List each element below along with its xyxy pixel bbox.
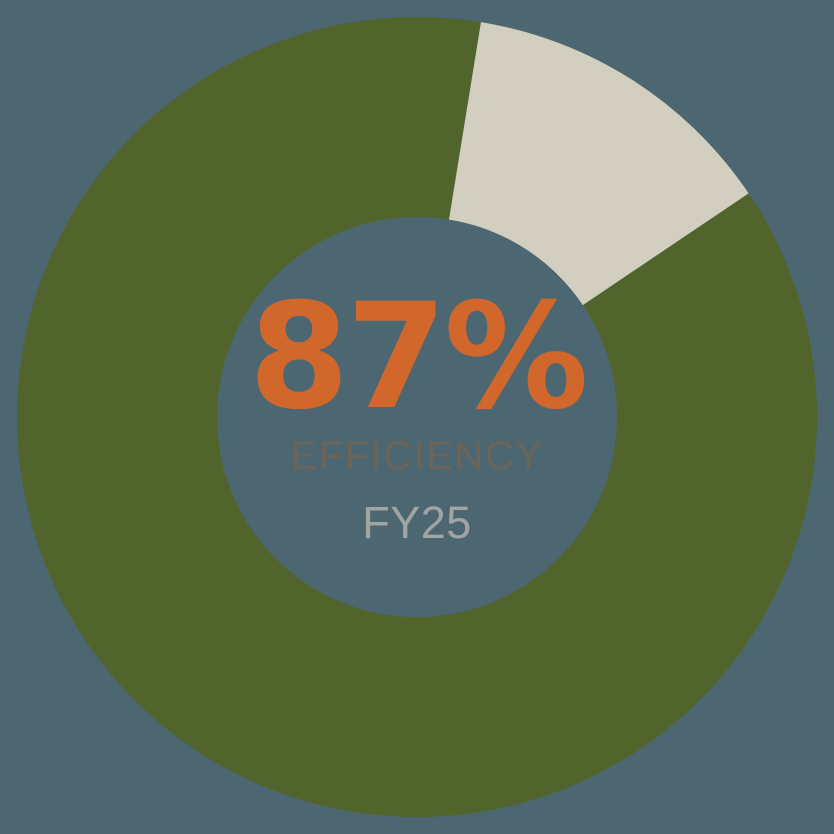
donut-hole — [217, 217, 617, 617]
donut-slice-efficiency[interactable] — [17, 17, 818, 818]
donut-slice-remaining[interactable] — [448, 22, 749, 306]
